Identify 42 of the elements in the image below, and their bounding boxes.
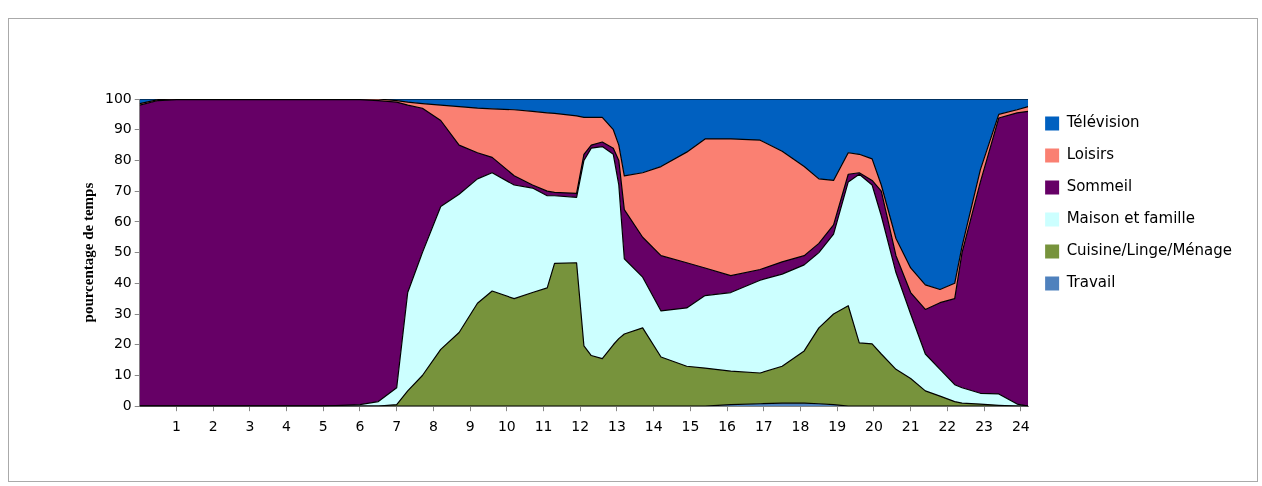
- legend-label: Télévision: [1065, 113, 1140, 132]
- x-tick-label: 11: [534, 418, 553, 435]
- x-tick-label: 9: [465, 418, 475, 435]
- y-tick-label: 0: [122, 396, 132, 413]
- x-tick-label: 2: [208, 418, 218, 435]
- x-tick-label: 24: [1011, 418, 1030, 435]
- x-tick-label: 23: [975, 418, 993, 435]
- x-tick-label: 13: [608, 418, 626, 435]
- y-tick-label: 10: [113, 366, 132, 383]
- x-tick-label: 17: [754, 418, 773, 435]
- legend-label: Loisirs: [1066, 145, 1115, 164]
- x-tick-label: 4: [282, 418, 292, 435]
- y-tick-label: 70: [113, 181, 132, 198]
- x-tick-label: 10: [497, 418, 516, 435]
- x-tick-label: 1: [171, 418, 181, 435]
- x-tick-label: 5: [318, 418, 328, 435]
- x-tick-label: 8: [428, 418, 438, 435]
- x-tick-label: 3: [245, 418, 255, 435]
- y-tick-label: 30: [113, 304, 132, 321]
- y-tick-label: 20: [113, 335, 132, 352]
- y-tick-label: 90: [113, 120, 132, 137]
- x-tick-label: 16: [718, 418, 737, 435]
- legend-label: Cuisine/Linge/Ménage: [1066, 241, 1232, 260]
- legend-label: Maison et famille: [1066, 209, 1195, 228]
- x-tick-label: 12: [571, 418, 590, 435]
- x-tick-label: 22: [938, 418, 957, 435]
- legend-label: Sommeil: [1066, 177, 1133, 196]
- y-tick-label: 100: [104, 89, 132, 106]
- x-tick-label: 14: [644, 418, 663, 435]
- x-tick-label: 19: [828, 418, 847, 435]
- x-tick-label: 18: [791, 418, 810, 435]
- x-tick-label: 7: [392, 418, 402, 435]
- x-tick-label: 6: [355, 418, 365, 435]
- x-tick-label: 15: [681, 418, 700, 435]
- x-tick-label: 20: [865, 418, 883, 435]
- y-tick-label: 60: [113, 212, 132, 229]
- x-tick-label: 21: [901, 418, 920, 435]
- y-tick-label: 80: [113, 151, 132, 168]
- y-axis-title: pourcentage de temps: [79, 182, 96, 323]
- y-tick-label: 50: [113, 243, 132, 260]
- legend-label: Travail: [1065, 273, 1116, 292]
- y-tick-label: 40: [113, 273, 132, 290]
